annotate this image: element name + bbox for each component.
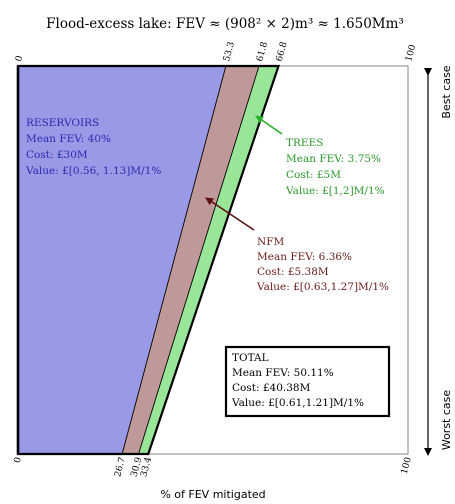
total-cost: Cost: £40.38M (232, 382, 311, 394)
worst-case-label: Worst case (440, 390, 453, 451)
best-case-label: Best case (440, 65, 453, 118)
nfm-region (122, 66, 260, 454)
total-mean: Mean FEV: 50.11% (232, 367, 334, 379)
reservoirs-mean: Mean FEV: 40% (26, 133, 111, 145)
trees-value: Value: £[1,2]M/1% (285, 185, 385, 197)
bottom-tick-labels: 0 26.7 30.933.4 100 (13, 456, 414, 478)
top-tick-label: 100 (404, 43, 418, 62)
nfm-trees-boundary (138, 65, 260, 455)
nfm-cost: Cost: £5.38M (257, 266, 329, 278)
x-axis-label: % of FEV mitigated (160, 488, 265, 501)
reservoirs-name: RESERVOIRS (26, 117, 99, 129)
top-tick-label: 66.8 (275, 41, 290, 63)
total-box (224, 345, 391, 418)
trees-annotation: TREES Mean FEV: 3.75% Cost: £5M Value: £… (285, 137, 385, 197)
total-annotation: TOTAL Mean FEV: 50.11% Cost: £40.38M Val… (231, 352, 364, 409)
reservoirs-value: Value: £[0.56, 1.13]M/1% (25, 165, 161, 177)
nfm-value: Value: £[0.63,1.27]M/1% (256, 281, 389, 293)
trees-arrow (255, 115, 283, 135)
bottom-tick-label: 0 (13, 456, 24, 464)
trees-region (138, 66, 279, 454)
reservoirs-cost: Cost: £30M (26, 149, 88, 161)
nfm-mean: Mean FEV: 6.36% (257, 251, 352, 263)
total-name: TOTAL (232, 352, 269, 364)
top-tick-labels: 0 53.3 61.8 66.8 100 (14, 41, 418, 63)
reservoirs-region (18, 66, 226, 454)
reservoirs-annotation: RESERVOIRS Mean FEV: 40% Cost: £30M Valu… (25, 117, 161, 177)
mitigated-outline (16, 64, 281, 456)
top-tick-label: 53.3 (222, 41, 237, 63)
nfm-arrow (205, 197, 255, 231)
reservoirs-nfm-boundary (121, 65, 227, 455)
trees-name: TREES (286, 137, 323, 149)
bottom-tick-label: 26.7 (113, 456, 128, 478)
total-value: Value: £[0.61,1.21]M/1% (231, 397, 364, 409)
top-tick-label: 61.8 (255, 41, 270, 63)
trees-mean: Mean FEV: 3.75% (286, 153, 381, 165)
diagram-title: Flood-excess lake: FEV ≈ (908² × 2)m³ ≈ … (46, 16, 404, 32)
top-tick-label: 0 (14, 54, 25, 62)
nfm-annotation: NFM Mean FEV: 6.36% Cost: £5.38M Value: … (256, 236, 389, 293)
bottom-tick-label: 100 (400, 456, 414, 475)
nfm-name: NFM (257, 236, 284, 248)
trees-cost: Cost: £5M (286, 169, 341, 181)
